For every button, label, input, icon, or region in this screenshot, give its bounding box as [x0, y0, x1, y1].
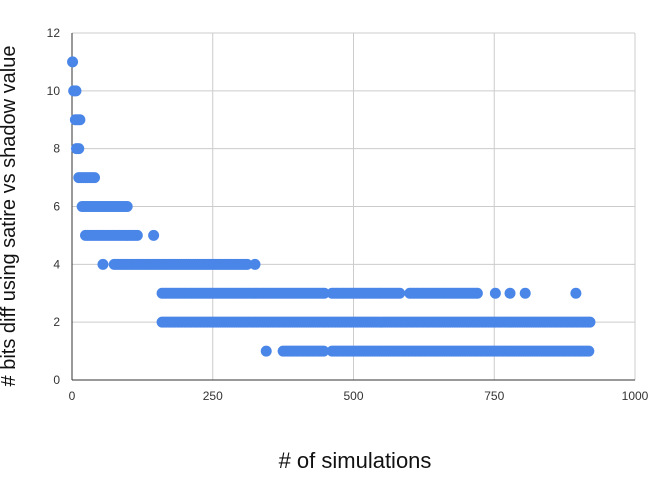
y-tick-label: 2: [53, 315, 60, 329]
y-axis-title: # bits diff using satire vs shadow value: [0, 46, 20, 387]
y-tick-label: 8: [53, 142, 60, 156]
data-point: [471, 287, 483, 299]
data-point: [318, 345, 330, 357]
data-point: [260, 345, 272, 357]
data-point: [89, 172, 101, 184]
x-tick-label: 750: [484, 389, 504, 403]
data-point: [249, 258, 261, 270]
tick-labels: 0 2 4 6 8 10 12 0 250 500 750 1000: [47, 26, 649, 403]
data-point: [584, 316, 596, 328]
y-tick-label: 6: [53, 200, 60, 214]
data-point: [583, 345, 595, 357]
data-point: [67, 56, 79, 68]
y-tick-label: 12: [47, 26, 61, 40]
data-point: [318, 287, 330, 299]
x-tick-label: 250: [203, 389, 223, 403]
x-tick-label: 1000: [622, 389, 649, 403]
x-tick-label: 0: [69, 389, 76, 403]
data-point: [97, 258, 109, 270]
data-point: [74, 114, 86, 126]
y-tick-label: 4: [53, 257, 60, 271]
data-point: [504, 287, 516, 299]
data-points: [67, 56, 596, 357]
data-point: [148, 229, 160, 241]
data-point: [394, 287, 406, 299]
x-axis-title: # of simulations: [279, 448, 432, 473]
data-point: [131, 229, 143, 241]
gridlines: [72, 32, 636, 380]
x-tick-label: 500: [343, 389, 363, 403]
data-point: [70, 85, 82, 97]
y-tick-label: 10: [47, 84, 61, 98]
data-point: [121, 201, 133, 212]
data-point: [73, 143, 85, 155]
y-tick-label: 0: [53, 373, 60, 387]
data-point: [570, 287, 582, 299]
data-point: [489, 287, 501, 299]
data-point: [519, 287, 531, 299]
data-point: [241, 258, 253, 270]
